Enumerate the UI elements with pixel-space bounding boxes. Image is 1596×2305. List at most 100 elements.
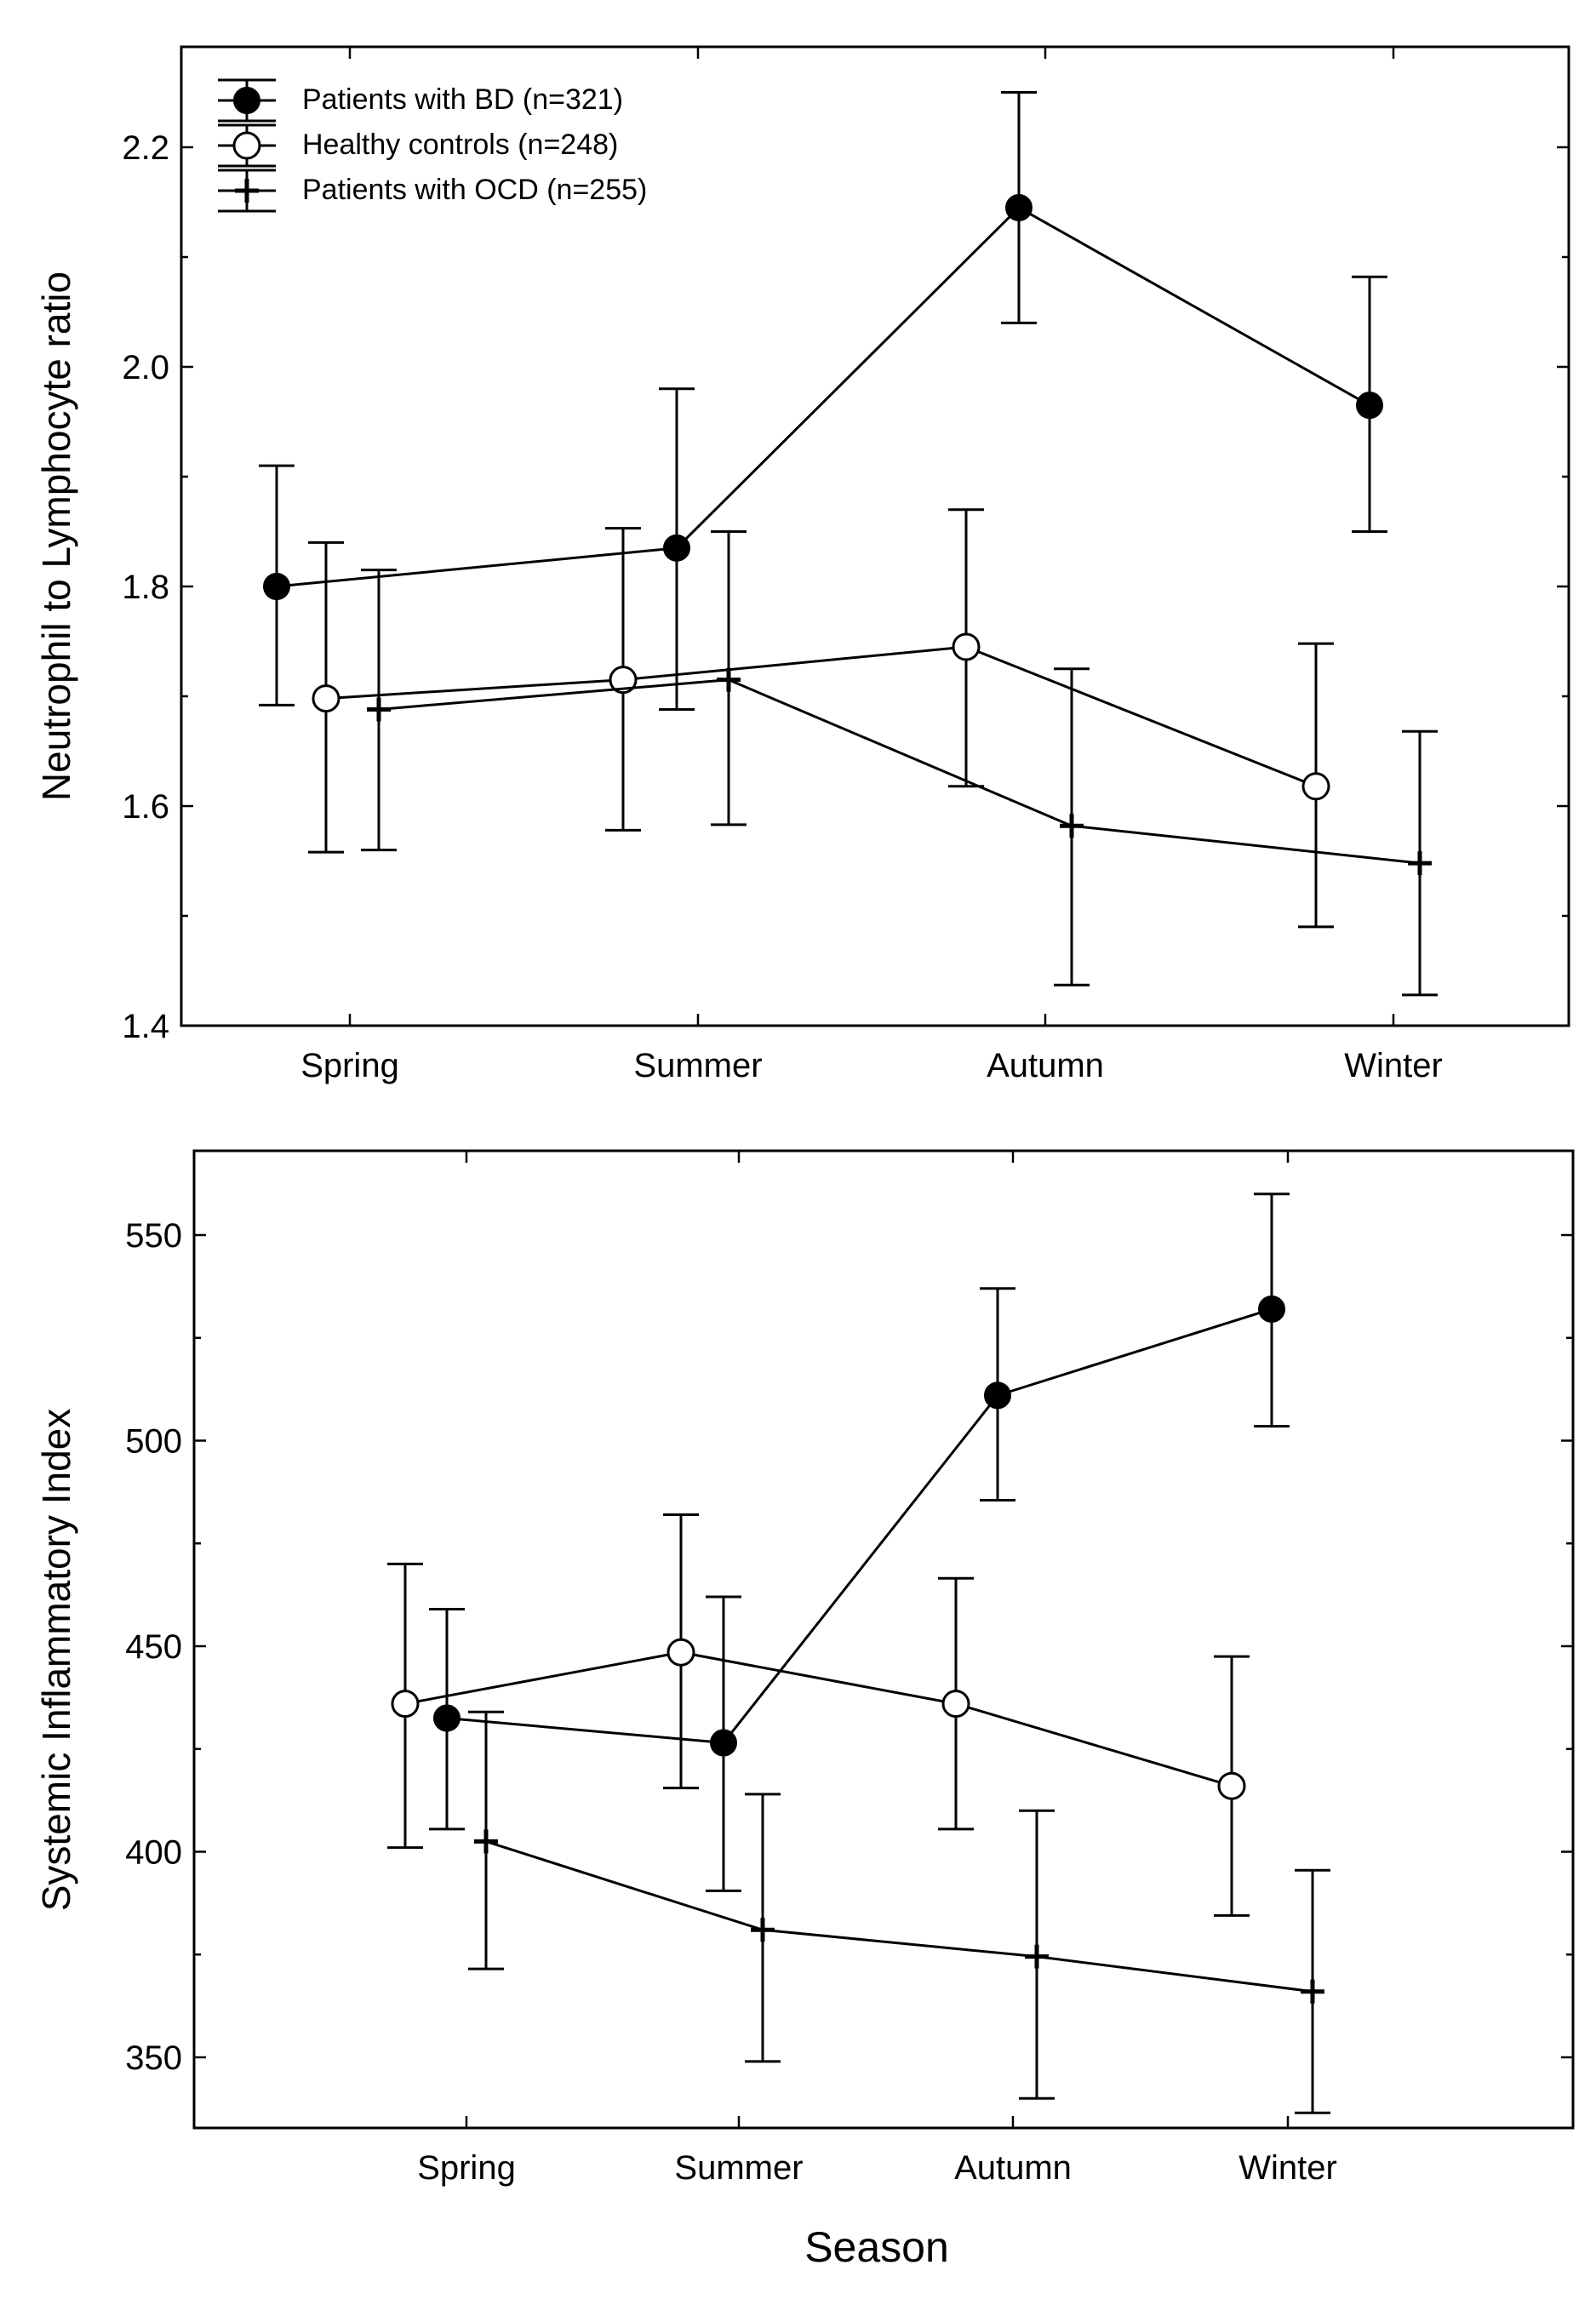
sii-series-bd xyxy=(429,1193,1290,1892)
legend-label-ocd: Patients with OCD (n=255) xyxy=(302,174,647,206)
legend-item-bd: Patients with BD (n=321) xyxy=(218,78,623,123)
sii-controls-point-2 xyxy=(941,1690,970,1719)
sii-series-ocd xyxy=(468,1710,1330,2114)
sii-ocd-line-segment-2 xyxy=(1036,1955,1313,1993)
x-axis-title: Season xyxy=(804,2223,949,2271)
sii-x-axis: Spring Summer Autumn Winter xyxy=(417,1151,1337,2187)
nlr-bd-point-3-shape xyxy=(1356,392,1383,420)
nlr-ocd-point-2 xyxy=(1060,814,1084,838)
sii-y-axis-title: Systemic Inflammatory Index xyxy=(34,1409,78,1912)
nlr-controls-line-segment-1 xyxy=(622,645,967,682)
sii-y-axis: 350 400 450 500 550 xyxy=(125,1217,1573,2077)
nlr-ocd-point-1 xyxy=(717,667,741,692)
legend-controls-symbol xyxy=(232,131,261,160)
nlr-y-axis: 1.4 1.6 1.8 2.0 2.2 xyxy=(122,129,1569,1045)
sii-ytick-label-2: 450 xyxy=(125,1628,182,1666)
sii-controls-point-0-shape xyxy=(391,1690,420,1719)
legend-bd-symbol xyxy=(233,87,260,114)
nlr-ocd-point-3 xyxy=(1408,851,1432,876)
nlr-ytick-label-3: 2.0 xyxy=(122,349,169,386)
sii-ytick-label-0: 350 xyxy=(125,2039,182,2077)
sii-xtick-label-1: Summer xyxy=(674,2149,803,2187)
sii-plot-frame xyxy=(192,1149,1575,2130)
nlr-bd-point-3 xyxy=(1356,392,1383,420)
nlr-ocd-point-0 xyxy=(367,697,391,722)
sii-bd-point-1-shape xyxy=(710,1729,737,1757)
sii-bd-point-0-shape xyxy=(433,1704,460,1732)
sii-controls-point-1 xyxy=(666,1638,695,1667)
sii-ocd-point-1 xyxy=(751,1918,775,1942)
nlr-series-bd xyxy=(259,91,1387,711)
sii-series-controls xyxy=(387,1513,1250,1917)
sii-ocd-point-2 xyxy=(1025,1944,1049,1969)
nlr-xtick-label-1: Summer xyxy=(633,1047,762,1084)
nlr-controls-point-2-shape xyxy=(952,632,981,661)
sii-ytick-label-3: 500 xyxy=(125,1423,182,1461)
sii-bd-point-2 xyxy=(984,1381,1011,1410)
sii-ocd-line-segment-1 xyxy=(762,1928,1038,1959)
nlr-x-axis: Spring Summer Autumn Winter xyxy=(300,47,1443,1084)
sii-ocd-point-0 xyxy=(474,1829,498,1854)
sii-ytick-label-1: 400 xyxy=(125,1834,182,1872)
legend-marker-bd xyxy=(218,78,276,123)
legend-marker-ocd xyxy=(218,169,276,213)
sii-bd-point-1 xyxy=(710,1729,737,1757)
nlr-controls-point-1 xyxy=(609,666,638,695)
sii-series-layer xyxy=(387,1193,1330,2114)
nlr-ytick-label-4: 2.2 xyxy=(122,129,169,167)
nlr-bd-point-2 xyxy=(1005,193,1033,221)
legend-marker-controls xyxy=(218,123,276,168)
nlr-ocd-line-segment-0 xyxy=(378,678,729,711)
nlr-chart-panel: 1.4 1.6 1.8 2.0 2.2 Spring Summer Autumn Winter… xyxy=(34,45,1570,1084)
nlr-controls-point-0 xyxy=(312,684,340,713)
nlr-bd-line-segment-2 xyxy=(1018,206,1370,407)
nlr-controls-point-0-shape xyxy=(312,684,340,713)
nlr-ytick-label-1: 1.6 xyxy=(122,788,169,826)
nlr-controls-point-2 xyxy=(952,632,981,661)
legend-controls-symbol-shape xyxy=(232,131,261,160)
nlr-controls-point-1-shape xyxy=(609,666,638,695)
sii-bd-line-segment-1 xyxy=(722,1394,999,1744)
nlr-series-layer xyxy=(259,91,1438,997)
sii-bd-line-segment-0 xyxy=(446,1717,724,1744)
legend-item-controls: Healthy controls (n=248) xyxy=(218,123,618,168)
nlr-xtick-label-0: Spring xyxy=(300,1047,399,1084)
nlr-ytick-label-0: 1.4 xyxy=(122,1008,169,1045)
sii-controls-line-segment-2 xyxy=(955,1702,1233,1787)
sii-controls-line-segment-0 xyxy=(404,1650,682,1706)
legend-label-controls: Healthy controls (n=248) xyxy=(302,129,618,161)
legend-item-ocd: Patients with OCD (n=255) xyxy=(218,169,647,213)
nlr-bd-point-2-shape xyxy=(1005,193,1033,221)
nlr-bd-line-segment-0 xyxy=(276,546,678,588)
sii-bd-point-3 xyxy=(1258,1295,1285,1323)
nlr-ocd-line-segment-1 xyxy=(728,678,1073,827)
nlr-plot-frame xyxy=(180,45,1570,1027)
nlr-series-controls xyxy=(308,508,1334,929)
nlr-controls-line-segment-2 xyxy=(965,645,1317,788)
sii-ytick-label-4: 550 xyxy=(125,1217,182,1255)
nlr-controls-point-3 xyxy=(1301,772,1330,801)
sii-bd-point-2-shape xyxy=(984,1381,1011,1410)
sii-controls-point-3 xyxy=(1217,1771,1246,1800)
nlr-bd-point-0-shape xyxy=(263,573,290,600)
sii-bd-line-segment-2 xyxy=(997,1307,1273,1397)
legend-bd-symbol-shape xyxy=(233,87,260,114)
sii-controls-point-1-shape xyxy=(666,1638,695,1667)
nlr-ocd-line-segment-2 xyxy=(1071,824,1421,865)
sii-ocd-line-segment-0 xyxy=(485,1839,764,1931)
legend-ocd-symbol xyxy=(235,179,259,203)
sii-bd-point-0 xyxy=(433,1704,460,1732)
nlr-xtick-label-3: Winter xyxy=(1344,1047,1443,1084)
nlr-xtick-label-2: Autumn xyxy=(987,1047,1104,1084)
sii-controls-point-0 xyxy=(391,1690,420,1719)
sii-xtick-label-3: Winter xyxy=(1238,2149,1337,2187)
sii-controls-point-2-shape xyxy=(941,1690,970,1719)
nlr-controls-point-3-shape xyxy=(1301,772,1330,801)
sii-bd-point-3-shape xyxy=(1258,1295,1285,1323)
sii-ocd-point-3 xyxy=(1301,1979,1324,2004)
sii-chart-panel: 350 400 450 500 550 Spring Summer Autumn Winter… xyxy=(34,1149,1575,2187)
sii-xtick-label-0: Spring xyxy=(417,2149,516,2187)
legend-label-bd: Patients with BD (n=321) xyxy=(302,83,623,116)
legend: Patients with BD (n=321) Healthy control… xyxy=(218,78,647,213)
